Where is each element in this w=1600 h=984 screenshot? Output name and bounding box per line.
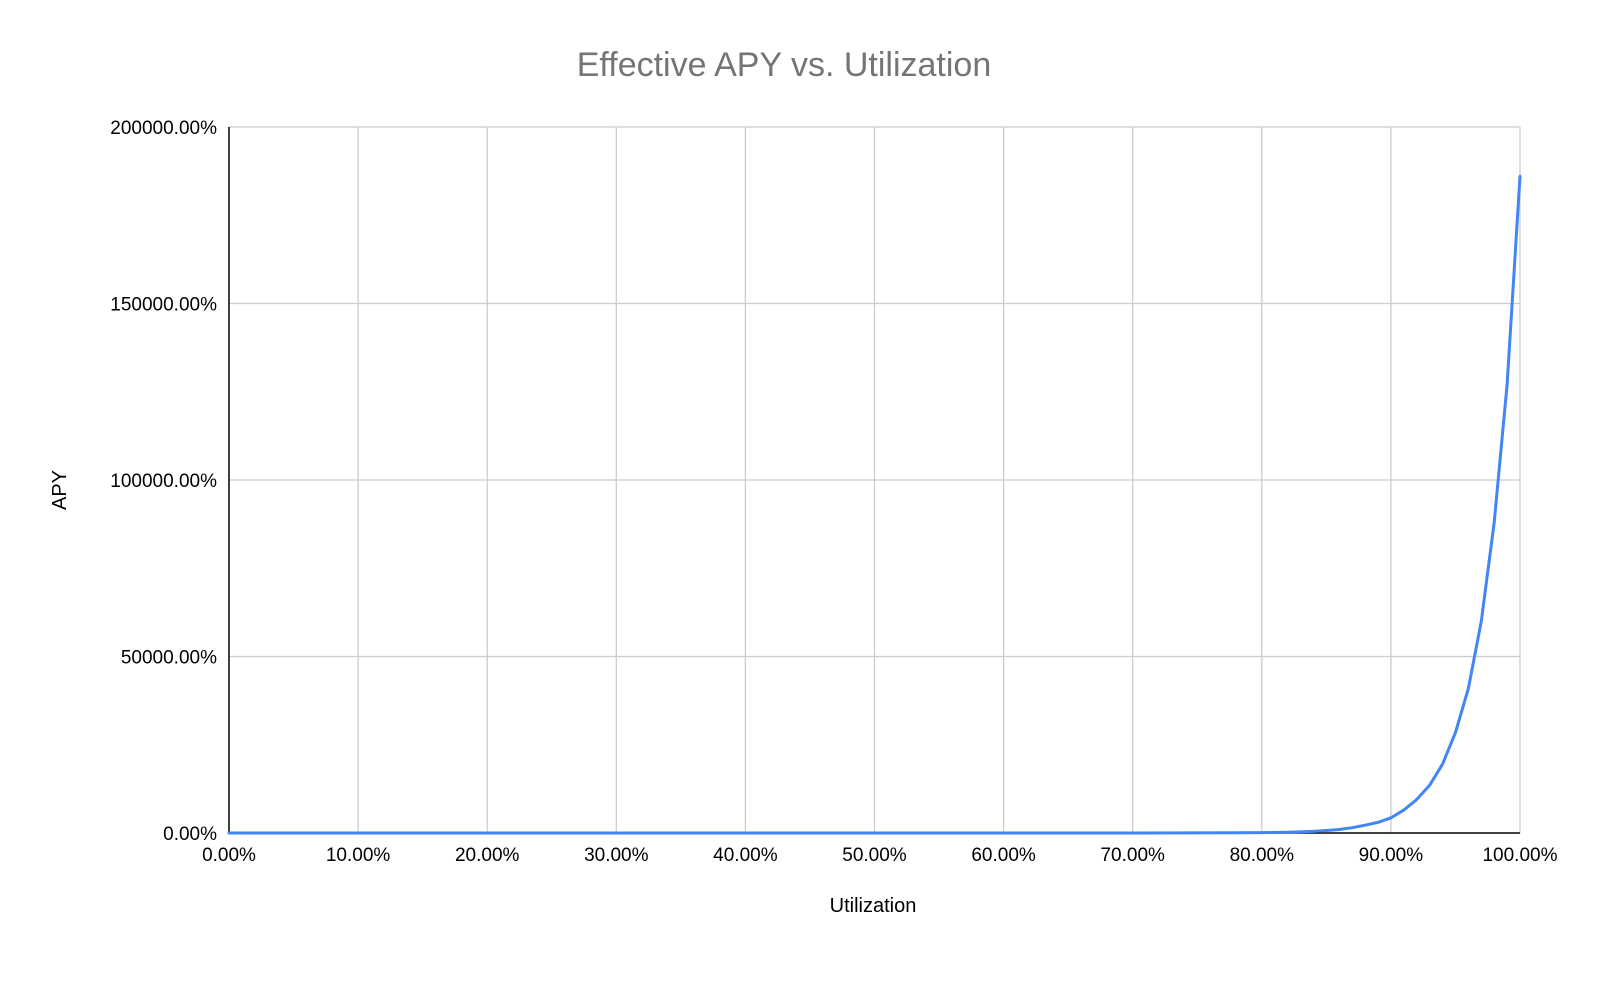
y-tick-label: 200000.00%: [110, 118, 217, 139]
x-tick-label: 80.00%: [1230, 845, 1295, 866]
x-axis-label: Utilization: [830, 895, 917, 917]
y-tick-label: 100000.00%: [110, 471, 217, 492]
series-layer: [227, 174, 1522, 835]
x-tick-label: 40.00%: [713, 845, 778, 866]
x-tick-label: 30.00%: [584, 845, 649, 866]
x-tick-label: 0.00%: [202, 845, 256, 866]
x-tick-label: 100.00%: [1482, 845, 1557, 866]
y-tick-label: 0.00%: [163, 824, 217, 845]
x-tick-label: 50.00%: [842, 845, 907, 866]
x-tick-label: 10.00%: [326, 845, 391, 866]
series-line-0: [227, 174, 1522, 835]
x-tick-label: 70.00%: [1100, 845, 1165, 866]
y-tick-label: 150000.00%: [110, 295, 217, 316]
grid: [229, 126, 1521, 833]
chart-title: Effective APY vs. Utilization: [577, 46, 992, 84]
x-tick-label: 20.00%: [455, 845, 520, 866]
y-tick-label: 50000.00%: [121, 648, 217, 669]
y-axis-label: APY: [49, 470, 71, 510]
x-tick-label: 90.00%: [1359, 845, 1424, 866]
x-tick-label: 60.00%: [971, 845, 1036, 866]
tick-labels: 0.00% 10.00% 20.00% 30.00% 40.00% 50.00% 60.00…: [110, 118, 1557, 866]
